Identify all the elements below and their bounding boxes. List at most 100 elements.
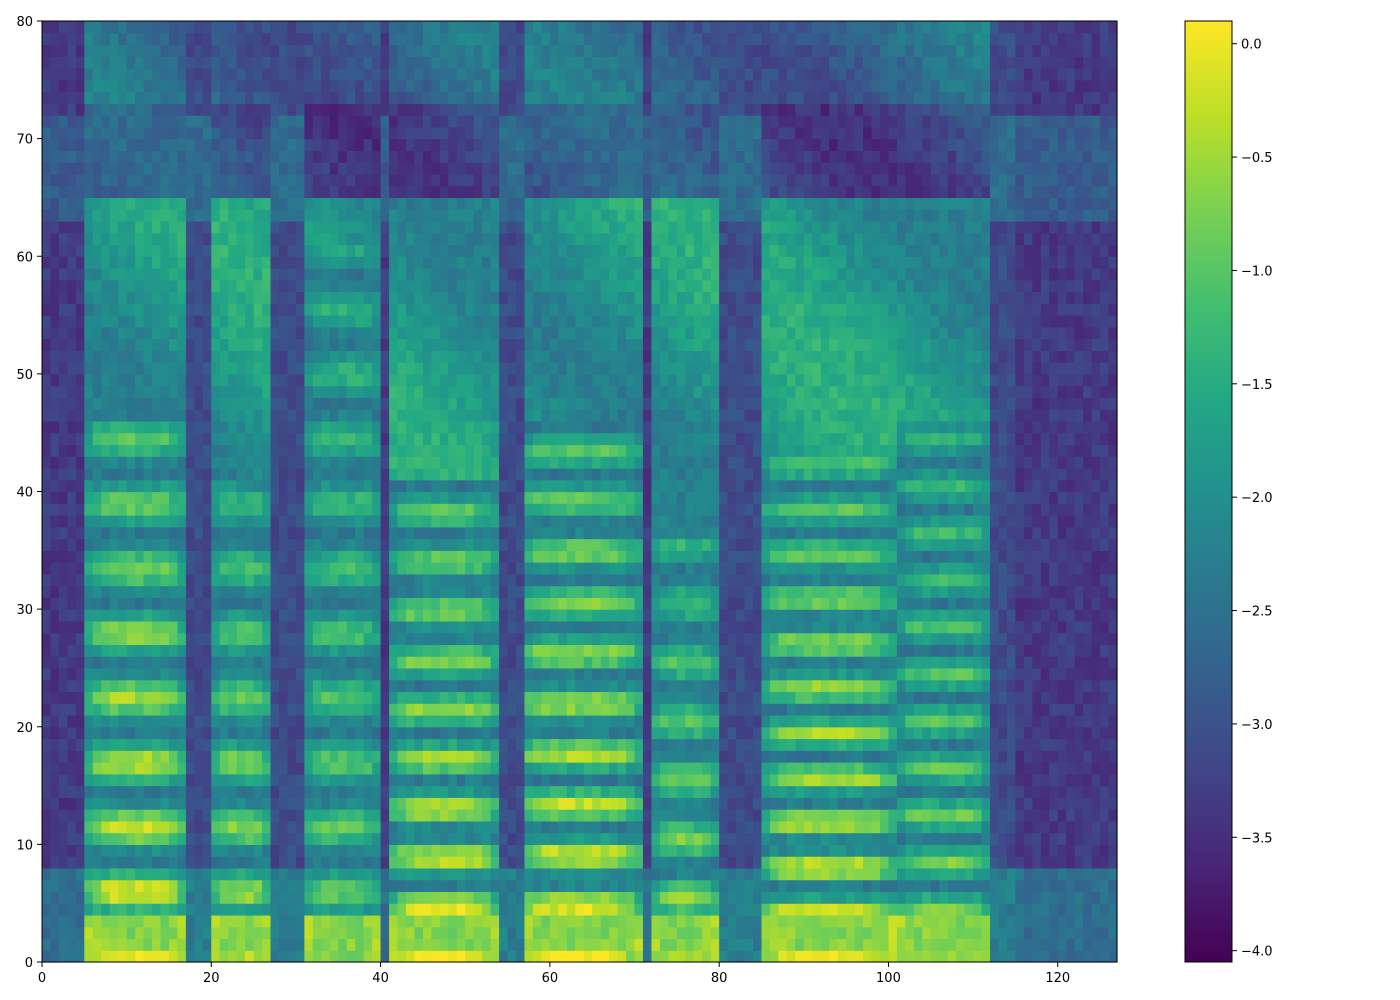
heatmap-cell [448,703,458,716]
heatmap-cell [304,515,314,528]
heatmap-cell [397,68,407,81]
heatmap-cell [516,538,526,551]
heatmap-cell [465,503,475,516]
heatmap-cell [194,526,204,540]
heatmap-cell [363,632,373,646]
heatmap-cell [109,726,119,740]
heatmap-cell [516,209,526,222]
heatmap-cell [202,209,212,222]
heatmap-cell [304,326,314,340]
heatmap-cell [346,491,356,504]
heatmap-cell [465,785,475,798]
heatmap-cell [101,467,111,481]
heatmap-cell [42,750,52,763]
heatmap-cell [126,444,136,457]
heatmap-cell [152,420,162,434]
heatmap-cell [84,197,94,210]
heatmap-cell [118,268,128,281]
heatmap-cell [363,515,373,528]
heatmap-cell [414,856,424,869]
heatmap-cell [168,515,179,528]
heatmap-cell [58,785,68,798]
heatmap-cell [507,714,517,728]
heatmap-cell [312,891,322,904]
heatmap-cell [219,879,229,893]
heatmap-cell [118,79,128,93]
heatmap-cell [541,197,551,210]
heatmap-cell [126,79,136,93]
heatmap-cell [456,644,466,657]
heatmap-cell [380,21,390,34]
heatmap-cell [532,856,542,869]
heatmap-cell [321,420,331,434]
heatmap-cell [372,809,382,822]
heatmap-cell [431,256,441,269]
heatmap-cell [202,738,212,751]
heatmap-cell [168,585,179,598]
heatmap-cell [532,797,542,810]
heatmap-cell [363,585,373,598]
heatmap-cell [228,526,238,540]
heatmap-cell [126,750,136,763]
heatmap-cell [287,926,297,940]
heatmap-cell [92,903,102,916]
heatmap-cell [465,150,475,163]
heatmap-cell [118,279,128,293]
heatmap-cell [431,573,441,587]
heatmap-cell [524,773,534,787]
heatmap-cell [279,597,289,610]
heatmap-cell [109,209,119,222]
heatmap-cell [465,373,475,387]
heatmap-cell [177,844,187,857]
heatmap-cell [431,597,441,610]
heatmap-cell [279,938,289,951]
heatmap-cell [456,585,466,598]
heatmap-cell [558,491,568,504]
heatmap-cell [397,479,407,493]
heatmap-cell [532,32,542,46]
heatmap-cell [312,609,322,622]
heatmap-cell [414,667,424,681]
heatmap-cell [397,491,407,504]
heatmap-cell [405,115,416,128]
heatmap-cell [380,479,390,493]
heatmap-cell [160,656,170,669]
heatmap-cell [75,303,85,316]
heatmap-cell [135,550,145,563]
heatmap-cell [482,809,492,822]
heatmap-cell [84,585,94,598]
heatmap-cell [414,409,424,422]
heatmap-cell [524,609,534,622]
heatmap-cell [439,467,449,481]
heatmap-cell [101,385,111,398]
heatmap-cell [253,467,263,481]
heatmap-cell [42,44,52,57]
heatmap-cell [295,785,305,798]
heatmap-cell [473,714,483,728]
heatmap-cell [414,867,424,881]
heatmap-cell [50,115,60,128]
heatmap-cell [219,950,229,963]
heatmap-cell [448,291,458,304]
heatmap-cell [473,126,483,140]
heatmap-cell [304,315,314,328]
heatmap-cell [177,903,187,916]
heatmap-cell [304,303,314,316]
heatmap-cell [67,338,77,351]
heatmap-cell [58,244,68,257]
heatmap-cell [431,150,441,163]
heatmap-cell [414,362,424,375]
heatmap-cell [558,632,568,646]
heatmap-cell [202,91,212,104]
heatmap-cell [456,467,466,481]
heatmap-cell [448,620,458,634]
heatmap-cell [58,938,68,951]
heatmap-cell [405,832,416,845]
heatmap-cell [397,197,407,210]
heatmap-cell [321,656,331,669]
heatmap-cell [541,891,551,904]
heatmap-cell [126,103,136,116]
heatmap-cell [194,597,204,610]
heatmap-cell [84,938,94,951]
heatmap-cell [304,773,314,787]
